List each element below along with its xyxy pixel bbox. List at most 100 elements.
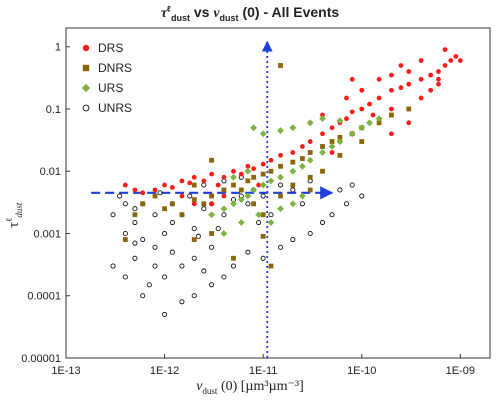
- point-dnrs: [191, 237, 197, 242]
- point-drs: [201, 178, 207, 184]
- point-dnrs: [209, 231, 215, 236]
- title-rest: (0) - All Events: [242, 4, 340, 20]
- point-unrs: [209, 282, 215, 288]
- point-urs: [259, 130, 267, 138]
- point-drs: [359, 87, 365, 93]
- point-drs: [132, 187, 138, 193]
- title-symbol-sub: dust: [170, 12, 190, 23]
- point-drs: [299, 144, 305, 149]
- y-tick-label: 0.0001: [27, 291, 61, 303]
- point-dnrs: [337, 134, 343, 140]
- point-unrs: [209, 244, 215, 250]
- y-tick-label: 0.00001: [21, 353, 61, 365]
- plot-area: [65, 27, 491, 359]
- point-drs: [278, 152, 283, 158]
- point-unrs: [187, 193, 193, 199]
- point-dnrs: [278, 63, 283, 68]
- point-urs: [289, 124, 297, 132]
- point-dnrs: [231, 255, 236, 261]
- x-tick-label: 1E-11: [249, 365, 278, 377]
- point-dnrs: [122, 237, 128, 242]
- point-unrs: [349, 182, 355, 188]
- point-urs: [277, 205, 284, 213]
- point-unrs: [140, 236, 146, 243]
- point-unrs: [319, 219, 326, 226]
- y-tick-label: 1: [55, 42, 61, 54]
- point-urs: [237, 196, 245, 204]
- x-label-rest: (0) [µm³µm⁻³]: [220, 379, 304, 394]
- point-dnrs: [389, 112, 394, 118]
- point-drs: [344, 95, 349, 101]
- point-unrs: [359, 193, 365, 199]
- point-unrs: [162, 230, 168, 237]
- point-drs: [221, 193, 227, 199]
- point-drs: [406, 81, 412, 87]
- point-drs: [344, 116, 349, 122]
- point-urs: [319, 115, 326, 123]
- legend-label-drs: DRS: [98, 41, 123, 55]
- point-drs: [307, 139, 313, 144]
- point-dnrs: [260, 233, 266, 239]
- point-dnrs: [209, 193, 215, 199]
- point-drs: [453, 53, 459, 59]
- point-urs: [348, 130, 356, 138]
- y-tick-label: 0.1: [46, 104, 61, 116]
- point-drs: [349, 76, 355, 82]
- x-label-var: v: [196, 379, 203, 394]
- point-unrs: [201, 182, 207, 188]
- point-urs: [237, 219, 245, 226]
- point-unrs: [215, 226, 221, 232]
- point-drs: [191, 201, 197, 207]
- point-drs: [428, 87, 434, 93]
- point-drs: [238, 171, 244, 177]
- point-dnrs: [231, 182, 236, 188]
- point-urs: [336, 138, 344, 145]
- point-drs: [370, 112, 376, 118]
- point-unrs: [122, 201, 128, 207]
- point-drs: [436, 81, 441, 87]
- point-unrs: [122, 274, 128, 280]
- point-drs: [376, 95, 382, 101]
- point-drs: [418, 58, 424, 63]
- point-drs: [215, 182, 221, 188]
- point-unrs: [132, 255, 138, 261]
- point-dnrs: [245, 178, 251, 184]
- point-urs: [366, 119, 373, 127]
- point-drs: [320, 112, 325, 118]
- point-dnrs: [209, 157, 215, 163]
- point-drs: [418, 95, 424, 101]
- x-tick-label: 1E-10: [347, 365, 376, 377]
- point-drs: [442, 63, 448, 68]
- point-dnrs: [251, 174, 257, 180]
- point-urs: [255, 211, 263, 219]
- point-drs: [256, 182, 262, 188]
- point-unrs: [268, 212, 274, 218]
- point-drs: [418, 76, 424, 82]
- point-dnrs: [152, 193, 158, 199]
- title-vs: vs: [193, 4, 210, 20]
- point-unrs: [290, 236, 296, 243]
- point-unrs: [110, 263, 116, 269]
- point-urs: [250, 186, 258, 194]
- point-drs: [268, 157, 274, 163]
- point-urs: [277, 173, 284, 181]
- point-drs: [260, 161, 266, 167]
- point-unrs: [191, 255, 197, 261]
- point-unrs: [162, 311, 168, 318]
- point-unrs: [307, 230, 313, 237]
- point-unrs: [337, 187, 343, 193]
- point-unrs: [152, 244, 158, 250]
- point-urs: [277, 127, 284, 134]
- point-urs: [306, 156, 314, 164]
- point-dnrs: [162, 206, 167, 212]
- point-unrs: [277, 244, 284, 250]
- point-unrs: [191, 293, 197, 299]
- point-drs: [376, 76, 382, 82]
- point-drs: [221, 174, 227, 180]
- point-drs: [209, 201, 215, 207]
- point-unrs: [201, 268, 207, 274]
- point-dnrs: [320, 144, 325, 149]
- point-unrs: [343, 201, 350, 207]
- point-dnrs: [140, 201, 146, 207]
- title-symbol: τ: [160, 6, 168, 21]
